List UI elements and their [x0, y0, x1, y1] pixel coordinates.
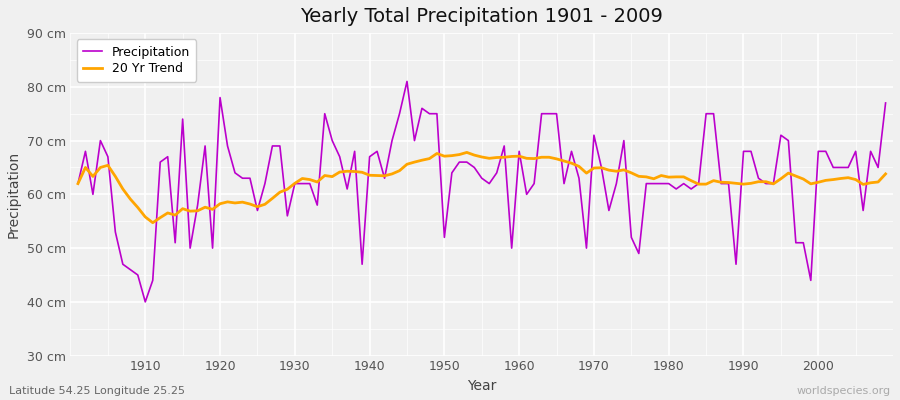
- 20 Yr Trend: [521, 156, 532, 161]
- Legend: Precipitation, 20 Yr Trend: Precipitation, 20 Yr Trend: [76, 39, 196, 82]
- 20 Yr Trend: [304, 177, 315, 182]
- X-axis label: Year: Year: [467, 379, 497, 393]
- Precipitation: [528, 181, 539, 186]
- Precipitation: [140, 300, 150, 304]
- 20 Yr Trend: [148, 220, 158, 225]
- Y-axis label: Precipitation: Precipitation: [7, 151, 21, 238]
- 20 Yr Trend: [462, 150, 472, 155]
- Precipitation: [349, 149, 360, 154]
- Precipitation: [132, 272, 143, 277]
- 20 Yr Trend: [880, 172, 891, 176]
- Precipitation: [880, 100, 891, 105]
- Line: Precipitation: Precipitation: [78, 82, 886, 302]
- Text: Latitude 54.25 Longitude 25.25: Latitude 54.25 Longitude 25.25: [9, 386, 185, 396]
- Line: 20 Yr Trend: 20 Yr Trend: [78, 152, 886, 223]
- 20 Yr Trend: [618, 168, 629, 172]
- Precipitation: [304, 181, 315, 186]
- 20 Yr Trend: [73, 181, 84, 186]
- 20 Yr Trend: [349, 169, 360, 174]
- Precipitation: [521, 192, 532, 197]
- 20 Yr Trend: [132, 205, 143, 210]
- Precipitation: [618, 138, 629, 143]
- 20 Yr Trend: [528, 156, 539, 161]
- Precipitation: [401, 79, 412, 84]
- Text: worldspecies.org: worldspecies.org: [796, 386, 891, 396]
- Precipitation: [73, 181, 84, 186]
- Title: Yearly Total Precipitation 1901 - 2009: Yearly Total Precipitation 1901 - 2009: [301, 7, 663, 26]
